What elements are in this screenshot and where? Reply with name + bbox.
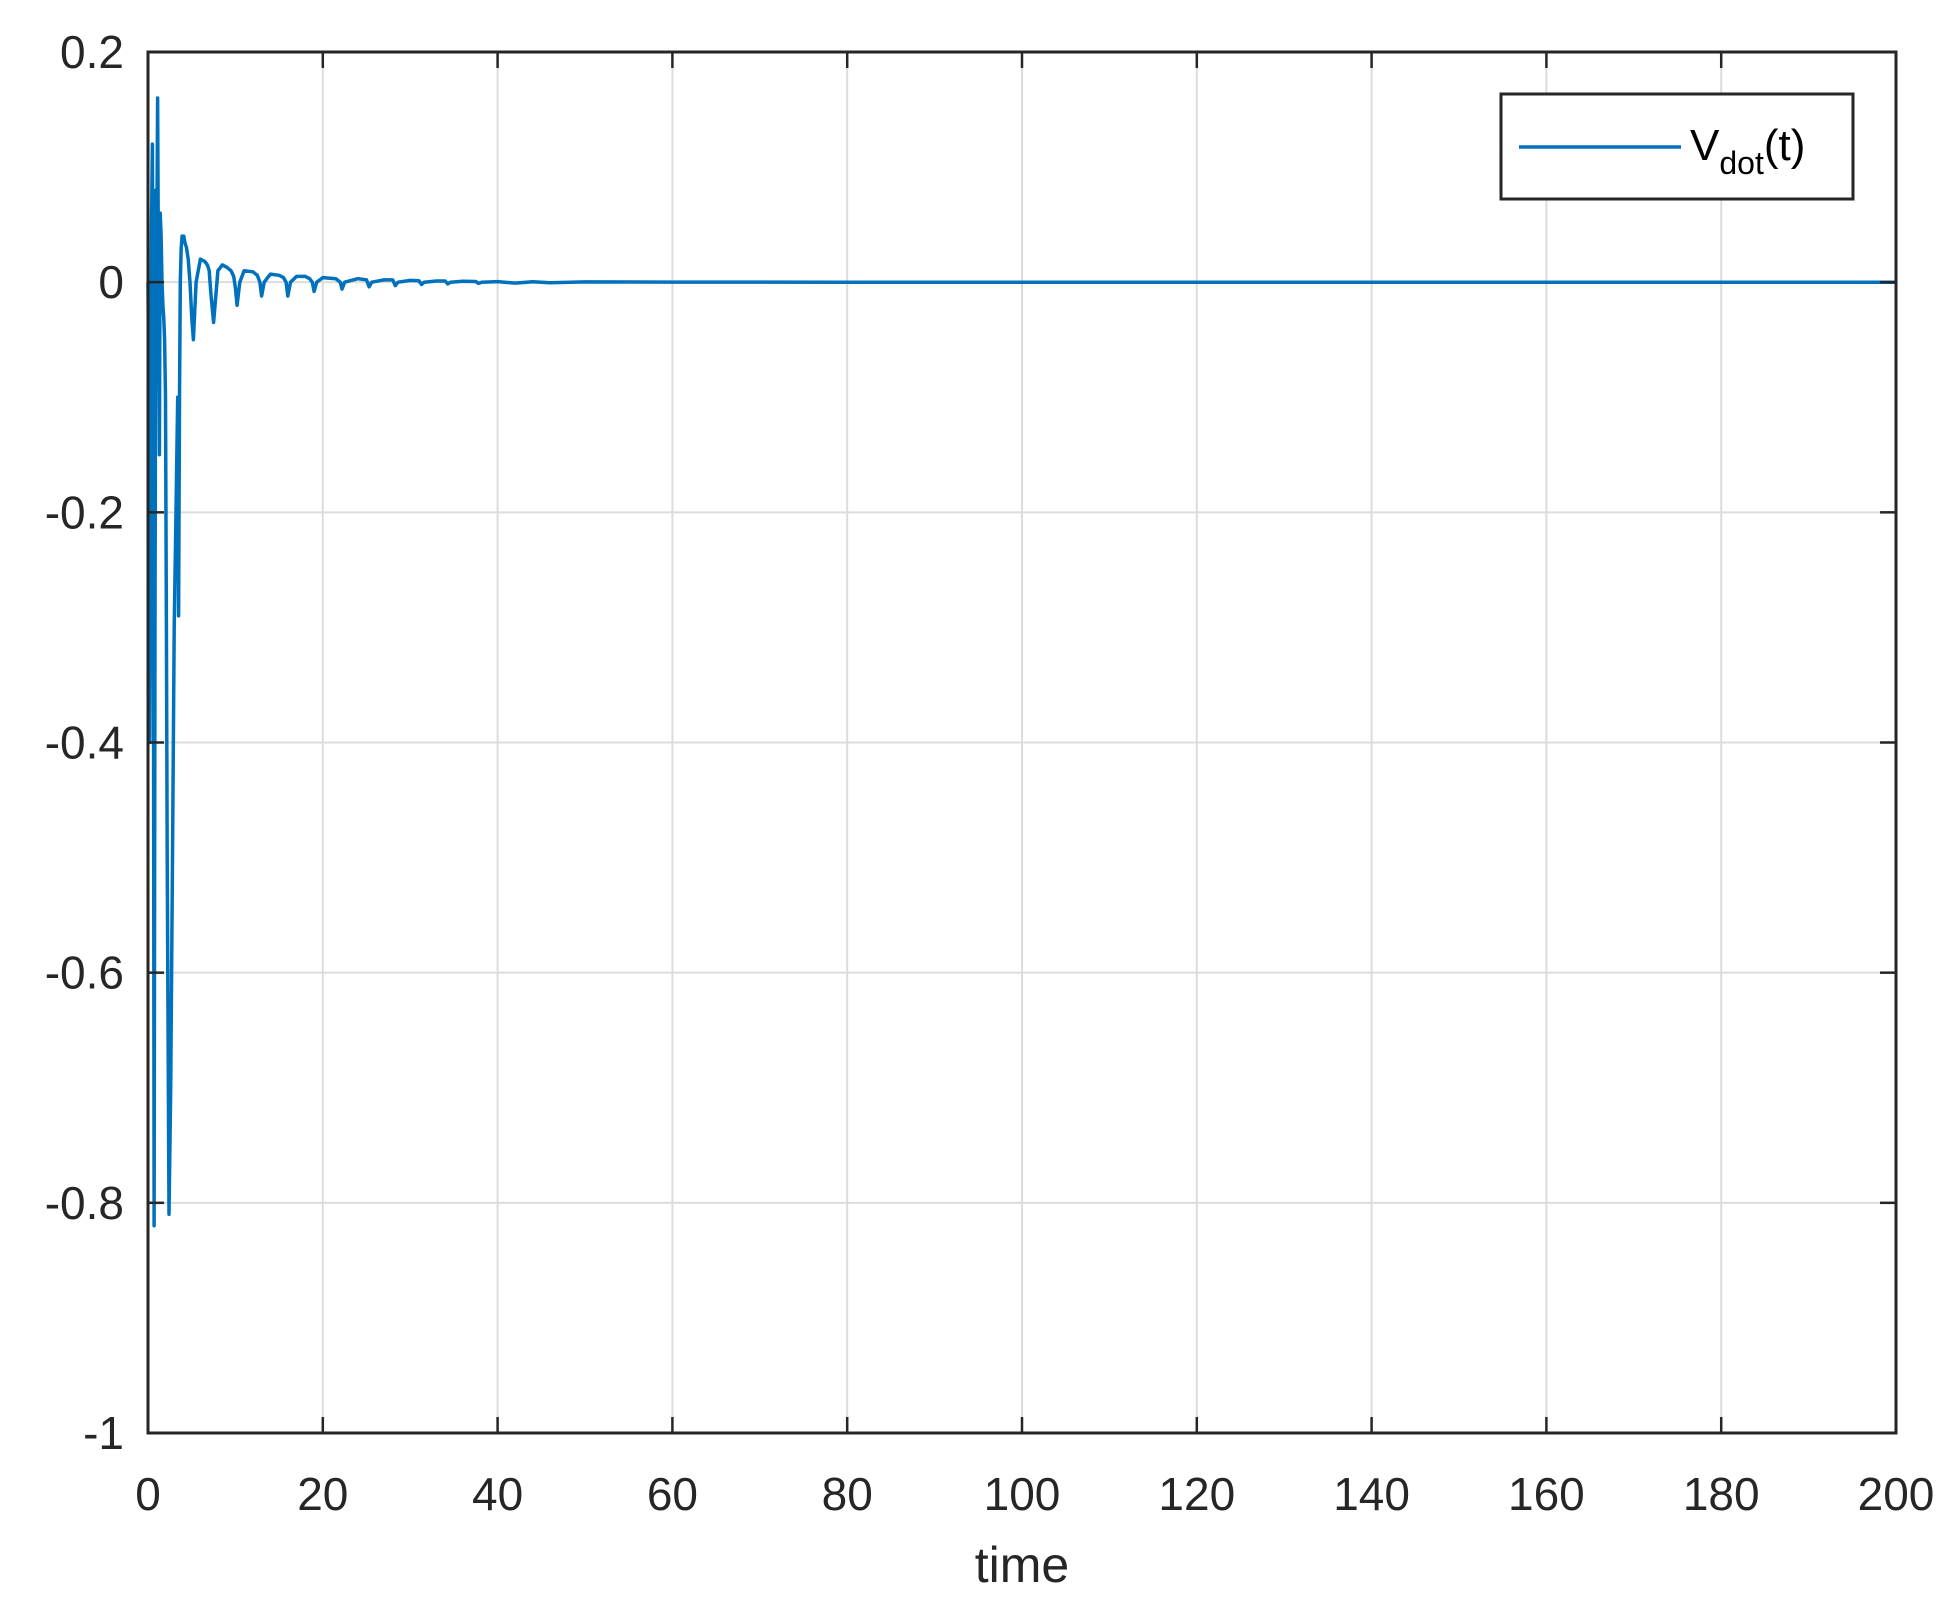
x-tick-label: 180 xyxy=(1683,1468,1760,1520)
ticks xyxy=(146,50,1898,1435)
x-tick-label: 20 xyxy=(297,1468,348,1520)
x-tick-labels: 0 20 40 60 80 100 120 140 160 180 200 xyxy=(135,1468,1934,1520)
legend-entry: Vdot(t) xyxy=(1690,121,1805,181)
y-tick-labels: 0.2 0 -0.2 -0.4 -0.6 -0.8 -1 xyxy=(45,26,124,1459)
x-tick-label: 80 xyxy=(822,1468,873,1520)
y-tick-label: -0.8 xyxy=(45,1177,124,1229)
series-layer xyxy=(146,96,1896,1228)
y-tick-label: 0.2 xyxy=(60,26,124,78)
x-tick-label: 60 xyxy=(647,1468,698,1520)
x-tick-label: 120 xyxy=(1158,1468,1235,1520)
x-tick-label: 0 xyxy=(135,1468,161,1520)
x-tick-label: 160 xyxy=(1508,1468,1585,1520)
legend-name-sub: dot xyxy=(1719,145,1764,181)
x-tick-label: 100 xyxy=(984,1468,1061,1520)
x-axis-label: time xyxy=(975,1537,1069,1593)
x-tick-label: 200 xyxy=(1858,1468,1935,1520)
legend: Vdot(t) xyxy=(1499,92,1855,201)
x-tick-label: 40 xyxy=(472,1468,523,1520)
y-tick-label: -0.4 xyxy=(45,717,124,769)
y-tick-label: -1 xyxy=(83,1407,124,1459)
x-tick-label: 140 xyxy=(1333,1468,1410,1520)
legend-name-suffix: (t) xyxy=(1764,121,1806,170)
series-line xyxy=(146,96,1896,1228)
y-tick-label: 0 xyxy=(98,256,124,308)
y-tick-label: -0.6 xyxy=(45,947,124,999)
y-tick-label: -0.2 xyxy=(45,486,124,538)
legend-name-main: V xyxy=(1690,121,1720,170)
